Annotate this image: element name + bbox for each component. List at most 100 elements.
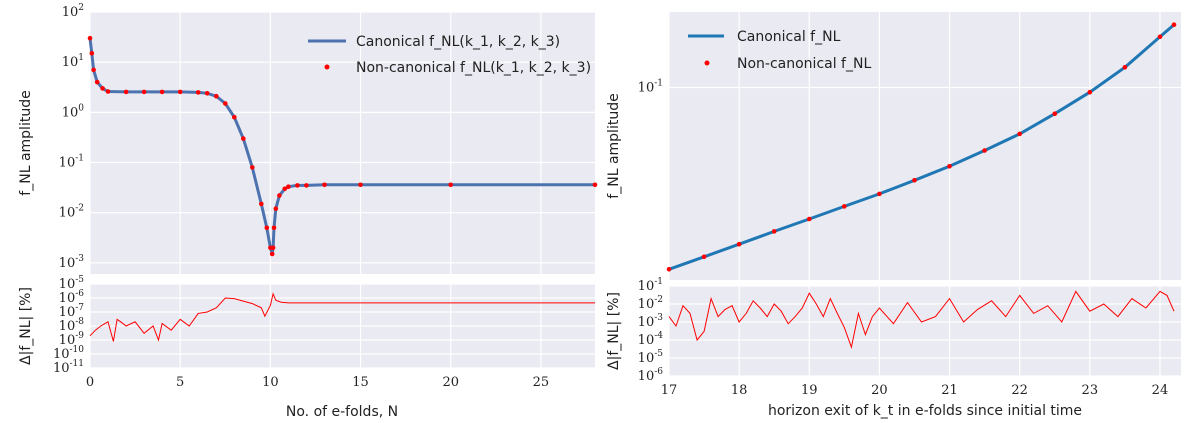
series-marker-noncanonical bbox=[141, 89, 147, 95]
left-legend-label-noncanonical: Non-canonical f_NL(k_1, k_2, k_3) bbox=[356, 60, 591, 76]
series-marker-noncanonical bbox=[159, 89, 165, 95]
x-tick-label: 17 bbox=[661, 383, 678, 398]
series-marker-noncanonical bbox=[250, 165, 255, 170]
series-marker-noncanonical bbox=[232, 114, 237, 120]
series-marker-noncanonical bbox=[1017, 131, 1022, 137]
series-marker-noncanonical bbox=[214, 93, 219, 99]
y-bottom-tick-label: 10-6 bbox=[59, 289, 85, 306]
series-marker-noncanonical bbox=[286, 184, 291, 189]
y-top-tick-label: 10-3 bbox=[59, 254, 85, 271]
series-marker-noncanonical bbox=[947, 164, 952, 169]
series-marker-noncanonical bbox=[195, 90, 201, 95]
series-marker-noncanonical bbox=[666, 267, 672, 272]
left-top-grid bbox=[89, 11, 595, 274]
series-marker-noncanonical bbox=[1052, 111, 1058, 116]
series-marker-noncanonical bbox=[87, 35, 93, 41]
series-line-canonical bbox=[668, 23, 1175, 271]
right-bottom-ylabel: Δ|f_NL| [%] bbox=[606, 292, 622, 370]
left-bottom-ylabel: Δ|f_NL| [%] bbox=[18, 287, 34, 365]
right-bottom-grid bbox=[668, 285, 1181, 377]
y-bottom-tick-label: 10-10 bbox=[53, 345, 84, 362]
x-tick-label: 20 bbox=[871, 383, 888, 398]
left-bottom-grid bbox=[89, 283, 595, 369]
series-marker-noncanonical bbox=[304, 183, 309, 188]
series-marker-noncanonical bbox=[264, 225, 270, 231]
y-top-tick-label: 102 bbox=[62, 3, 84, 20]
right-top-axes-background bbox=[669, 12, 1181, 280]
y-bottom-tick-label: 10-3 bbox=[638, 313, 664, 330]
right-bottom-data bbox=[668, 290, 1175, 350]
right-top-ylabel-text: f_NL amplitude bbox=[606, 93, 622, 198]
series-marker-noncanonical bbox=[982, 148, 987, 153]
y-bottom-tick-label: 10-5 bbox=[59, 275, 85, 292]
x-tick-label: 21 bbox=[941, 383, 958, 398]
series-marker-noncanonical bbox=[105, 89, 111, 94]
series-marker-noncanonical bbox=[771, 229, 777, 234]
x-tick-label: 18 bbox=[731, 383, 748, 398]
left-top-ylabel-text: f_NL amplitude bbox=[18, 90, 34, 195]
series-marker-noncanonical bbox=[259, 201, 264, 207]
series-marker-noncanonical bbox=[89, 51, 95, 56]
series-marker-noncanonical bbox=[358, 182, 363, 188]
series-marker-noncanonical bbox=[448, 182, 454, 188]
right-top-ylabel: f_NL amplitude bbox=[606, 93, 622, 198]
series-marker-noncanonical bbox=[282, 186, 288, 192]
series-marker-noncanonical bbox=[100, 86, 105, 91]
series-marker-noncanonical bbox=[241, 136, 246, 141]
y-bottom-tick-label: 10-9 bbox=[59, 331, 85, 348]
x-tick-label: 10 bbox=[262, 375, 279, 390]
right-legend-marker-swatch bbox=[704, 60, 710, 66]
y-top-tick-label: 10-1 bbox=[638, 79, 663, 96]
difference-line bbox=[668, 290, 1175, 350]
left-bottom-data bbox=[89, 292, 595, 342]
right-bottom-axes-background bbox=[669, 286, 1181, 376]
series-marker-noncanonical bbox=[273, 206, 279, 211]
y-top-tick-label: 100 bbox=[62, 103, 85, 120]
right-legend-label-noncanonical: Non-canonical f_NL bbox=[737, 56, 871, 72]
y-bottom-tick-label: 10-8 bbox=[59, 317, 85, 334]
y-bottom-tick-label: 10-11 bbox=[53, 359, 84, 376]
series-marker-noncanonical bbox=[91, 67, 96, 73]
difference-line bbox=[89, 292, 595, 342]
left-top-data bbox=[87, 35, 598, 257]
y-bottom-tick-label: 10-1 bbox=[638, 277, 663, 294]
series-marker-noncanonical bbox=[912, 178, 917, 183]
series-marker-noncanonical bbox=[94, 79, 100, 85]
x-tick-label: 22 bbox=[1011, 383, 1028, 398]
series-marker-noncanonical bbox=[322, 182, 327, 188]
series-marker-noncanonical bbox=[592, 182, 598, 188]
series-marker-noncanonical bbox=[223, 101, 228, 106]
series-marker-noncanonical bbox=[270, 245, 276, 251]
series-marker-noncanonical bbox=[701, 254, 707, 260]
series-marker-noncanonical bbox=[807, 216, 812, 222]
left-xlabel: No. of e-folds, N bbox=[286, 404, 398, 420]
x-tick-label: 25 bbox=[533, 375, 550, 390]
y-bottom-tick-label: 10-6 bbox=[638, 367, 664, 384]
y-top-tick-label: 10-2 bbox=[59, 204, 84, 221]
y-top-tick-label: 10-1 bbox=[59, 154, 84, 171]
left-bottom-ylabel-text: Δ|f_NL| [%] bbox=[18, 287, 34, 365]
series-marker-noncanonical bbox=[1171, 22, 1177, 28]
right-panel: 17 18 19 20 21 22 23 24 10-1 10-610-510-410-310-2… bbox=[606, 12, 1181, 419]
x-tick-label: 5 bbox=[176, 375, 184, 390]
right-xlabel: horizon exit of k_t in e-folds since ini… bbox=[768, 403, 1082, 419]
series-marker-noncanonical bbox=[295, 183, 300, 188]
x-tick-label: 23 bbox=[1082, 383, 1099, 398]
series-marker-noncanonical bbox=[842, 204, 847, 209]
right-legend: Canonical f_NL Non-canonical f_NL bbox=[688, 29, 871, 72]
right-bottom-ylabel-text: Δ|f_NL| [%] bbox=[606, 292, 622, 370]
right-legend-label-canonical: Canonical f_NL bbox=[737, 29, 841, 45]
left-legend-label-canonical: Canonical f_NL(k_1, k_2, k_3) bbox=[356, 34, 560, 50]
series-marker-noncanonical bbox=[177, 89, 183, 95]
y-bottom-tick-label: 10-5 bbox=[638, 349, 664, 366]
x-tick-label: 15 bbox=[352, 375, 369, 390]
y-bottom-tick-label: 10-4 bbox=[638, 331, 664, 348]
right-top-data bbox=[666, 22, 1177, 272]
y-bottom-tick-label: 10-2 bbox=[638, 295, 663, 312]
right-tick-labels: 17 18 19 20 21 22 23 24 10-1 10-610-510-410-310-2… bbox=[638, 79, 1169, 398]
series-marker-noncanonical bbox=[269, 251, 275, 257]
series-marker-noncanonical bbox=[204, 91, 210, 96]
series-marker-noncanonical bbox=[736, 241, 742, 247]
x-tick-label: 20 bbox=[442, 375, 459, 390]
left-top-ylabel: f_NL amplitude bbox=[18, 90, 34, 195]
